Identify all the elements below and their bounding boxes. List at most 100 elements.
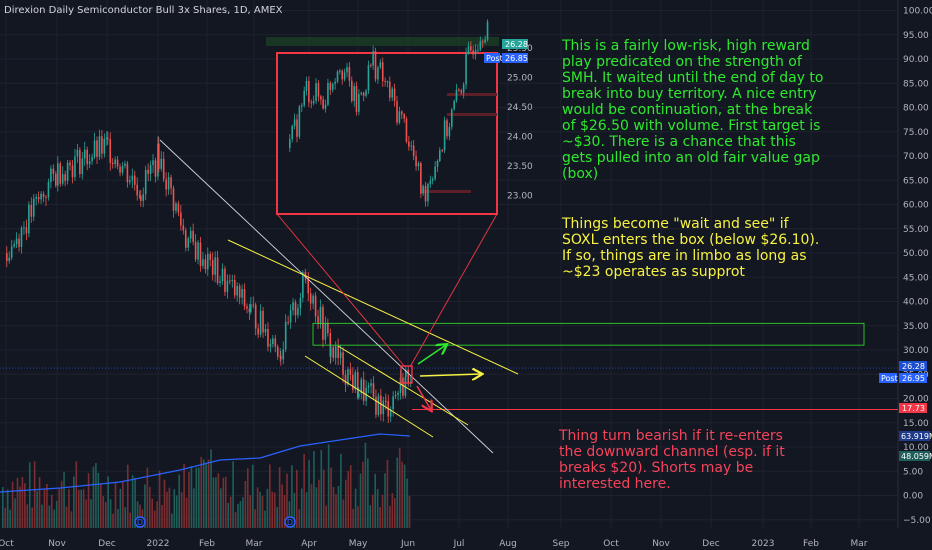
- volume-bar: [347, 471, 350, 528]
- candle-body: [199, 242, 202, 266]
- inset-candle-body: [315, 83, 317, 101]
- inset-candle-body: [436, 161, 439, 167]
- volume-bar: [21, 477, 24, 528]
- inset-candle-body: [348, 67, 351, 81]
- candle-body: [121, 166, 124, 173]
- inset-candle-body: [384, 80, 386, 82]
- inset-candle-body: [353, 86, 355, 101]
- candle-body: [182, 225, 185, 231]
- volume-bar: [261, 495, 264, 528]
- candle-body: [129, 180, 131, 183]
- volume-bar: [320, 449, 323, 528]
- inset-candle-body: [296, 119, 298, 137]
- volume-bar: [408, 495, 411, 528]
- candle-body: [175, 203, 177, 211]
- inset-candle-body: [339, 70, 341, 72]
- volume-bar: [394, 498, 396, 528]
- volume-bar: [288, 501, 291, 528]
- candle-body: [8, 257, 11, 262]
- volume-bar: [332, 487, 335, 528]
- candle-body: [10, 246, 13, 258]
- inset-candle-body: [412, 145, 415, 157]
- volume-bar: [247, 468, 249, 528]
- inset-candle-body: [467, 46, 470, 54]
- inset-candle-body: [303, 90, 305, 106]
- candle-body: [327, 323, 329, 334]
- candle-body: [40, 193, 42, 200]
- candle-body: [231, 279, 234, 281]
- volume-ma-line: [0, 433, 411, 493]
- inset-candle-body: [355, 86, 358, 112]
- volume-bar: [403, 464, 406, 528]
- inset-candle-body: [448, 126, 451, 137]
- candle-body: [307, 277, 310, 294]
- trendline-white: [159, 139, 494, 454]
- candle-body: [312, 295, 314, 304]
- volume-bar: [2, 487, 4, 528]
- candle-body: [292, 302, 294, 311]
- volume-bar: [330, 467, 332, 528]
- volume-bar: [48, 505, 51, 528]
- candle-body: [83, 149, 86, 159]
- inset-candle-body: [291, 125, 293, 140]
- candle-body: [96, 140, 98, 157]
- candle-body: [287, 321, 289, 323]
- candle-body: [276, 346, 279, 357]
- volume-bar: [156, 501, 158, 528]
- candle-body: [133, 175, 136, 185]
- volume-bar: [31, 507, 33, 528]
- inset-candle-body: [446, 120, 448, 137]
- inset-y-tick-5: 23.00: [507, 191, 533, 201]
- x-tick-label-10: Aug: [499, 539, 517, 549]
- candle-body: [297, 308, 299, 316]
- volume-bar: [126, 464, 129, 528]
- candle-body: [362, 379, 365, 401]
- x-tick-label-16: Feb: [803, 539, 819, 549]
- volume-bar: [254, 509, 256, 528]
- inset-candle-body: [365, 90, 367, 96]
- candle-body: [116, 159, 119, 167]
- candle-body: [407, 369, 410, 384]
- inset-candle-body: [439, 150, 441, 162]
- candle-body: [360, 379, 363, 394]
- inset-candle-body: [334, 81, 336, 84]
- inset-candle-body: [370, 64, 372, 66]
- volume-bar: [28, 462, 31, 528]
- x-tick-label-6: Apr: [301, 539, 317, 549]
- arrow-bullish: [417, 345, 446, 365]
- candle-body: [394, 394, 397, 397]
- volume-bar: [134, 477, 136, 528]
- volume-bar: [112, 513, 114, 528]
- volume-bar: [171, 513, 173, 528]
- inset-candle-body: [398, 111, 401, 123]
- candle-body: [226, 280, 229, 293]
- volume-bar: [212, 477, 215, 528]
- volume-bar: [313, 450, 315, 528]
- x-tick-label-17: Mar: [851, 539, 868, 549]
- inset-candle-body: [324, 104, 327, 109]
- badge-main-price-text: 26.95: [902, 374, 925, 383]
- volume-bar: [114, 481, 117, 528]
- candle-body: [35, 197, 37, 199]
- candle-body: [264, 328, 267, 333]
- candle-body: [299, 297, 302, 309]
- volume-bar: [259, 491, 261, 528]
- y-tick-label-6: 70.00: [903, 152, 929, 162]
- candle-body: [172, 188, 175, 211]
- inset-candle-body: [351, 80, 353, 101]
- inset-candle-body: [389, 81, 391, 98]
- connector-left: [276, 213, 406, 368]
- candle-body: [344, 374, 347, 385]
- candle-body: [187, 238, 190, 248]
- volume-bar: [60, 480, 63, 528]
- candle-body: [154, 160, 157, 177]
- volume-bar: [224, 476, 227, 528]
- candle-body: [399, 377, 402, 393]
- volume-bar: [340, 453, 342, 528]
- candle-body: [389, 409, 392, 417]
- candle-body: [324, 323, 327, 340]
- candle-body: [236, 285, 238, 296]
- candle-body: [6, 253, 8, 262]
- badge-vol1-text: 63.919M: [901, 432, 932, 441]
- candle-body: [160, 158, 163, 169]
